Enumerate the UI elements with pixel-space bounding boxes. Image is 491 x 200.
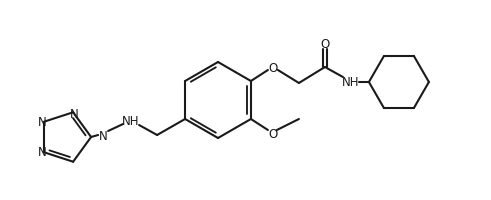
Text: O: O [320, 37, 329, 50]
Text: N: N [38, 145, 47, 158]
Text: NH: NH [342, 76, 360, 89]
Text: N: N [38, 116, 47, 129]
Text: O: O [268, 61, 277, 74]
Text: NH: NH [122, 115, 140, 128]
Text: O: O [268, 127, 277, 140]
Text: N: N [99, 129, 108, 142]
Text: N: N [70, 107, 79, 120]
